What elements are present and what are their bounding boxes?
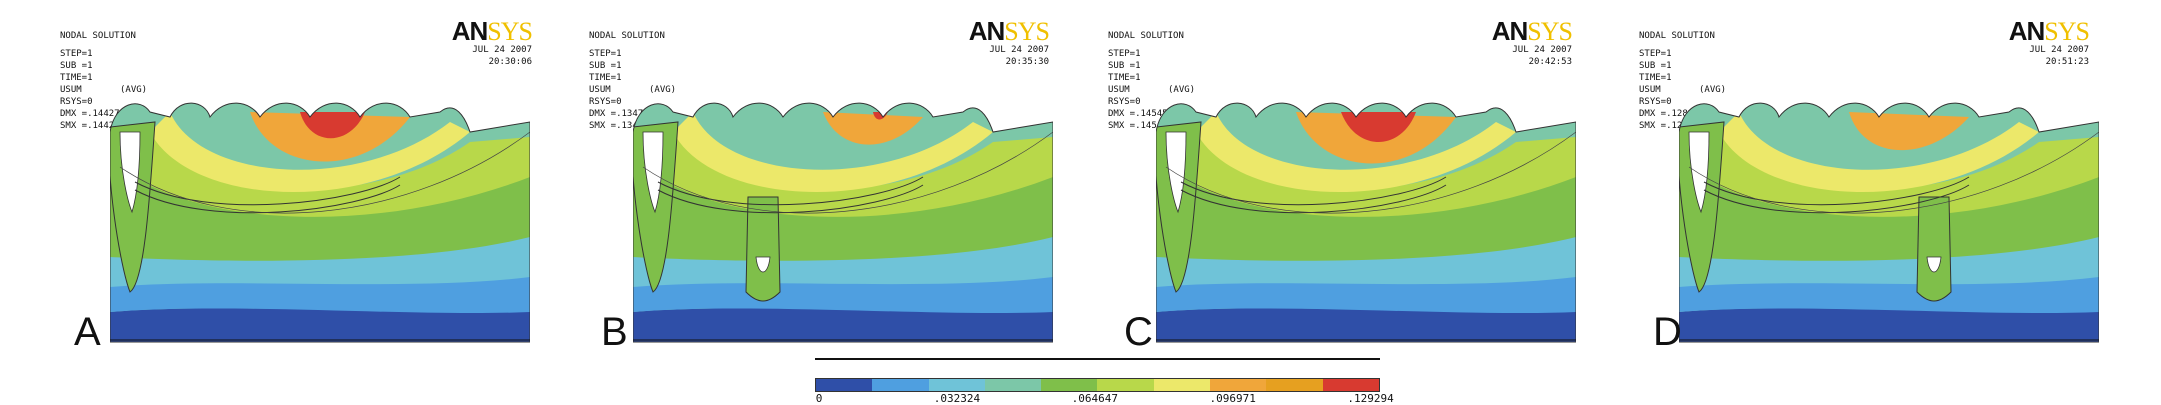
contour-plot [1156, 102, 1576, 343]
connector-bar [657, 176, 924, 206]
legend-swatch [1097, 379, 1154, 391]
root-canal [119, 131, 141, 214]
contour-band [1849, 112, 1969, 151]
panel-header: NODAL SOLUTION [589, 31, 665, 41]
model-outline [1679, 102, 2099, 343]
model-outline [633, 102, 1053, 343]
contour-band [1341, 112, 1416, 142]
contour-plot [1679, 102, 2099, 343]
contour-band [633, 307, 1053, 343]
connector-bar [1180, 184, 1447, 214]
panel-letter: D [1653, 310, 1682, 354]
legend-label: .032324 [933, 392, 981, 405]
contour-plot [633, 102, 1053, 343]
contour-plot [110, 102, 530, 343]
contour-band [673, 112, 993, 193]
connector-bar [134, 184, 401, 214]
root-canal [642, 131, 664, 214]
panel-info: STEP=1 SUB =1 TIME=1 USUM RSYS=0 DMX =.1… [60, 49, 126, 131]
contour-band [300, 112, 365, 139]
ansys-logo: ANSYS [1491, 16, 1573, 46]
panel-letter: B [601, 310, 628, 354]
panel-date: JUL 24 2007 20:35:30 [989, 45, 1049, 67]
connector-bar [1180, 176, 1447, 206]
mucosa-line [119, 131, 530, 214]
model-outline [110, 102, 530, 343]
root-canal [1165, 131, 1187, 214]
legend-swatch [1266, 379, 1323, 391]
contour-band [1719, 112, 2039, 193]
avg-label: (AVG) [1168, 85, 1196, 95]
mucosa-line [1165, 131, 1576, 214]
legend-label: .129294 [1347, 392, 1394, 405]
panel-c: NODAL SOLUTION STEP=1 SUB =1 TIME=1 USUM… [1046, 0, 1576, 401]
avg-label: (AVG) [649, 85, 677, 95]
contour-band [633, 152, 1053, 261]
panel-header: NODAL SOLUTION [1639, 31, 1715, 41]
panel-letter: C [1124, 310, 1153, 354]
mucosa-line [1688, 131, 2099, 214]
ansys-logo: ANSYS [451, 16, 533, 46]
connector-bar [1703, 184, 1970, 214]
contour-band [110, 307, 530, 343]
implant-cavity [755, 256, 771, 273]
panel-a: NODAL SOLUTION STEP=1 SUB =1 TIME=1 USUM… [0, 0, 533, 401]
connector-bar [657, 184, 924, 214]
legend-swatch [1322, 379, 1379, 391]
contour-band [1196, 112, 1516, 193]
root-canal [1688, 131, 1710, 214]
contour-band [1156, 307, 1576, 343]
panel-date: JUL 24 2007 20:51:23 [2029, 45, 2089, 67]
color-legend [815, 378, 1380, 392]
legend-swatch [928, 379, 985, 391]
panel-d: NODAL SOLUTION STEP=1 SUB =1 TIME=1 USUM… [1569, 0, 2099, 401]
panel-header: NODAL SOLUTION [1108, 31, 1184, 41]
contour-band [1156, 132, 1576, 217]
legend-divider [815, 358, 1380, 360]
avg-label: (AVG) [1699, 85, 1727, 95]
mucosa-line [642, 131, 1053, 214]
contour-band [1679, 152, 2099, 261]
legend-swatch [1153, 379, 1211, 391]
legend-swatch [1041, 379, 1098, 391]
contour-band [823, 112, 923, 145]
connector-bar [1703, 176, 1970, 206]
contour-band [633, 132, 1053, 217]
legend-swatch [1210, 379, 1267, 391]
legend-swatch [872, 379, 929, 391]
model-outline [1156, 102, 1576, 343]
panel-date: JUL 24 2007 20:42:53 [1512, 45, 1572, 67]
legend-label: .096971 [1209, 392, 1256, 405]
implant-cavity [1926, 256, 1942, 273]
legend-label: .064647 [1071, 392, 1118, 405]
contour-band [1679, 132, 2099, 217]
contour-band [150, 112, 470, 193]
contour-band [1156, 152, 1576, 261]
legend-swatch [816, 379, 873, 391]
panel-date: JUL 24 2007 20:30:06 [472, 45, 532, 67]
contour-band [110, 152, 530, 261]
contour-band [110, 132, 530, 217]
connector-bar [134, 176, 401, 206]
implant [1916, 196, 1952, 302]
panel-b: NODAL SOLUTION STEP=1 SUB =1 TIME=1 USUM… [523, 0, 1053, 401]
panel-header: NODAL SOLUTION [60, 31, 136, 41]
ansys-logo: ANSYS [968, 16, 1050, 46]
panel-letter: A [74, 310, 101, 354]
contour-band [1679, 307, 2099, 343]
legend-swatch [984, 379, 1042, 391]
panel-info: STEP=1 SUB =1 TIME=1 USUM RSYS=0 DMX =.1… [589, 49, 655, 131]
ansys-logo: ANSYS [2008, 16, 2090, 46]
avg-label: (AVG) [120, 85, 148, 95]
panel-info: STEP=1 SUB =1 TIME=1 USUM RSYS=0 DMX =.1… [1108, 49, 1174, 131]
implant [745, 196, 781, 302]
legend-label: 0 [815, 392, 823, 405]
